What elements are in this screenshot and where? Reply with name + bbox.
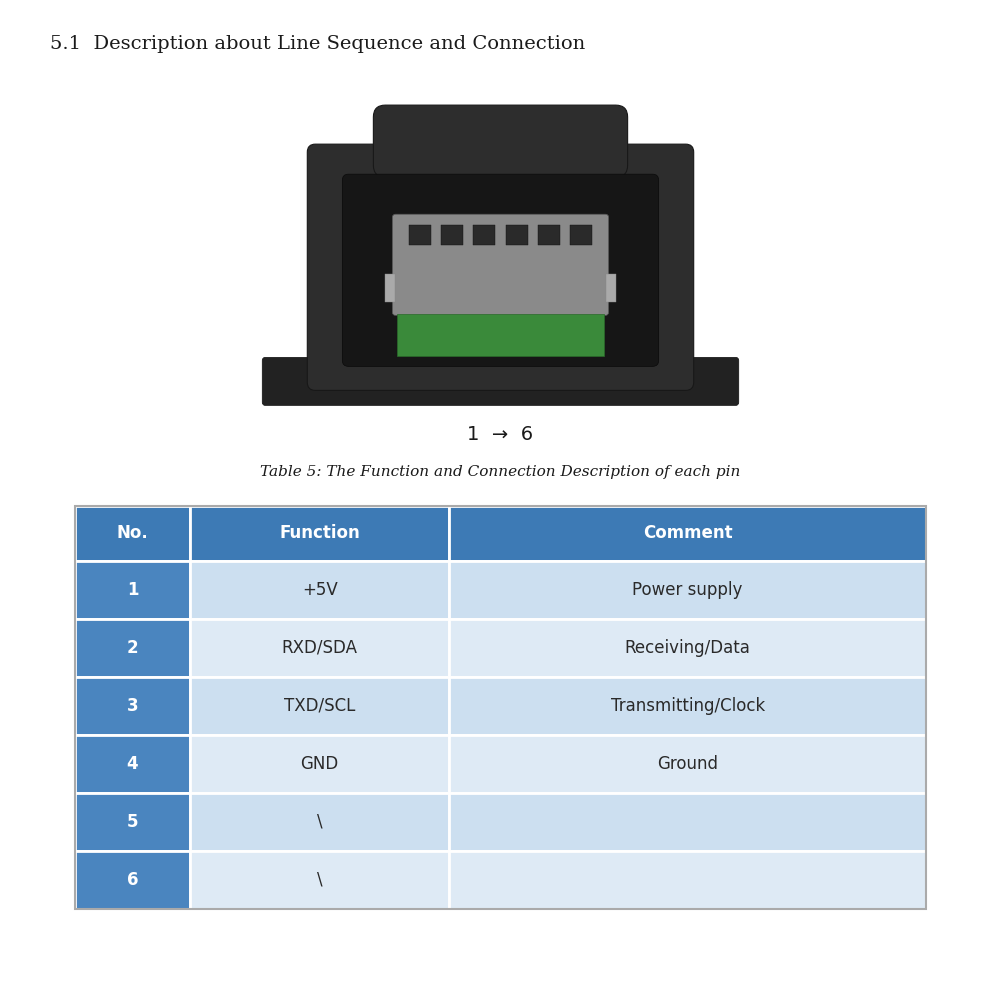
Bar	[449, 851, 926, 909]
Text: Comment: Comment	[643, 525, 733, 542]
Bar	[75, 619, 190, 677]
Bar	[190, 561, 449, 619]
Bar	[449, 619, 926, 677]
Text: 5: 5	[127, 813, 138, 831]
FancyBboxPatch shape	[392, 214, 609, 315]
Bar	[190, 735, 449, 793]
Bar	[75, 793, 190, 851]
Bar	[538, 225, 560, 245]
Bar	[75, 561, 190, 619]
Text: Ground: Ground	[658, 755, 718, 773]
Bar	[190, 851, 449, 909]
Text: 3: 3	[127, 697, 138, 715]
FancyBboxPatch shape	[262, 357, 739, 405]
Bar	[506, 225, 528, 245]
Bar	[397, 314, 604, 356]
Text: GND: GND	[300, 755, 338, 773]
Bar	[75, 851, 190, 909]
Bar	[385, 274, 395, 302]
Bar	[449, 506, 926, 561]
Bar	[190, 677, 449, 735]
Text: Power supply: Power supply	[633, 581, 743, 599]
Bar	[190, 619, 449, 677]
Bar	[75, 735, 190, 793]
Bar	[75, 677, 190, 735]
Text: \: \	[317, 813, 322, 831]
Bar	[449, 677, 926, 735]
Text: \: \	[317, 871, 322, 889]
Bar	[190, 793, 449, 851]
Text: RXD/SDA: RXD/SDA	[281, 639, 357, 657]
Text: +5V: +5V	[302, 581, 337, 599]
FancyBboxPatch shape	[373, 105, 628, 177]
Bar	[449, 561, 926, 619]
Text: 4: 4	[127, 755, 138, 773]
Bar	[449, 735, 926, 793]
Text: 2: 2	[127, 639, 138, 657]
Bar	[75, 506, 926, 909]
Bar	[190, 506, 449, 561]
Bar	[473, 225, 495, 245]
Text: 1: 1	[127, 581, 138, 599]
Text: Transmitting/Clock: Transmitting/Clock	[611, 697, 765, 715]
Bar	[409, 225, 431, 245]
Text: No.: No.	[117, 525, 148, 542]
Bar	[441, 225, 463, 245]
Text: Table 5: The Function and Connection Description of each pin: Table 5: The Function and Connection Des…	[260, 465, 741, 479]
Bar	[570, 225, 592, 245]
FancyBboxPatch shape	[342, 174, 659, 366]
Text: TXD/SCL: TXD/SCL	[284, 697, 355, 715]
Bar	[449, 793, 926, 851]
Text: 1  →  6: 1 → 6	[467, 425, 534, 444]
Bar	[75, 506, 190, 561]
Text: 5.1  Description about Line Sequence and Connection: 5.1 Description about Line Sequence and …	[50, 35, 586, 53]
FancyBboxPatch shape	[307, 144, 694, 390]
Text: 6: 6	[127, 871, 138, 889]
Text: Function: Function	[279, 525, 360, 542]
Text: Receiving/Data: Receiving/Data	[625, 639, 751, 657]
Bar	[606, 274, 616, 302]
